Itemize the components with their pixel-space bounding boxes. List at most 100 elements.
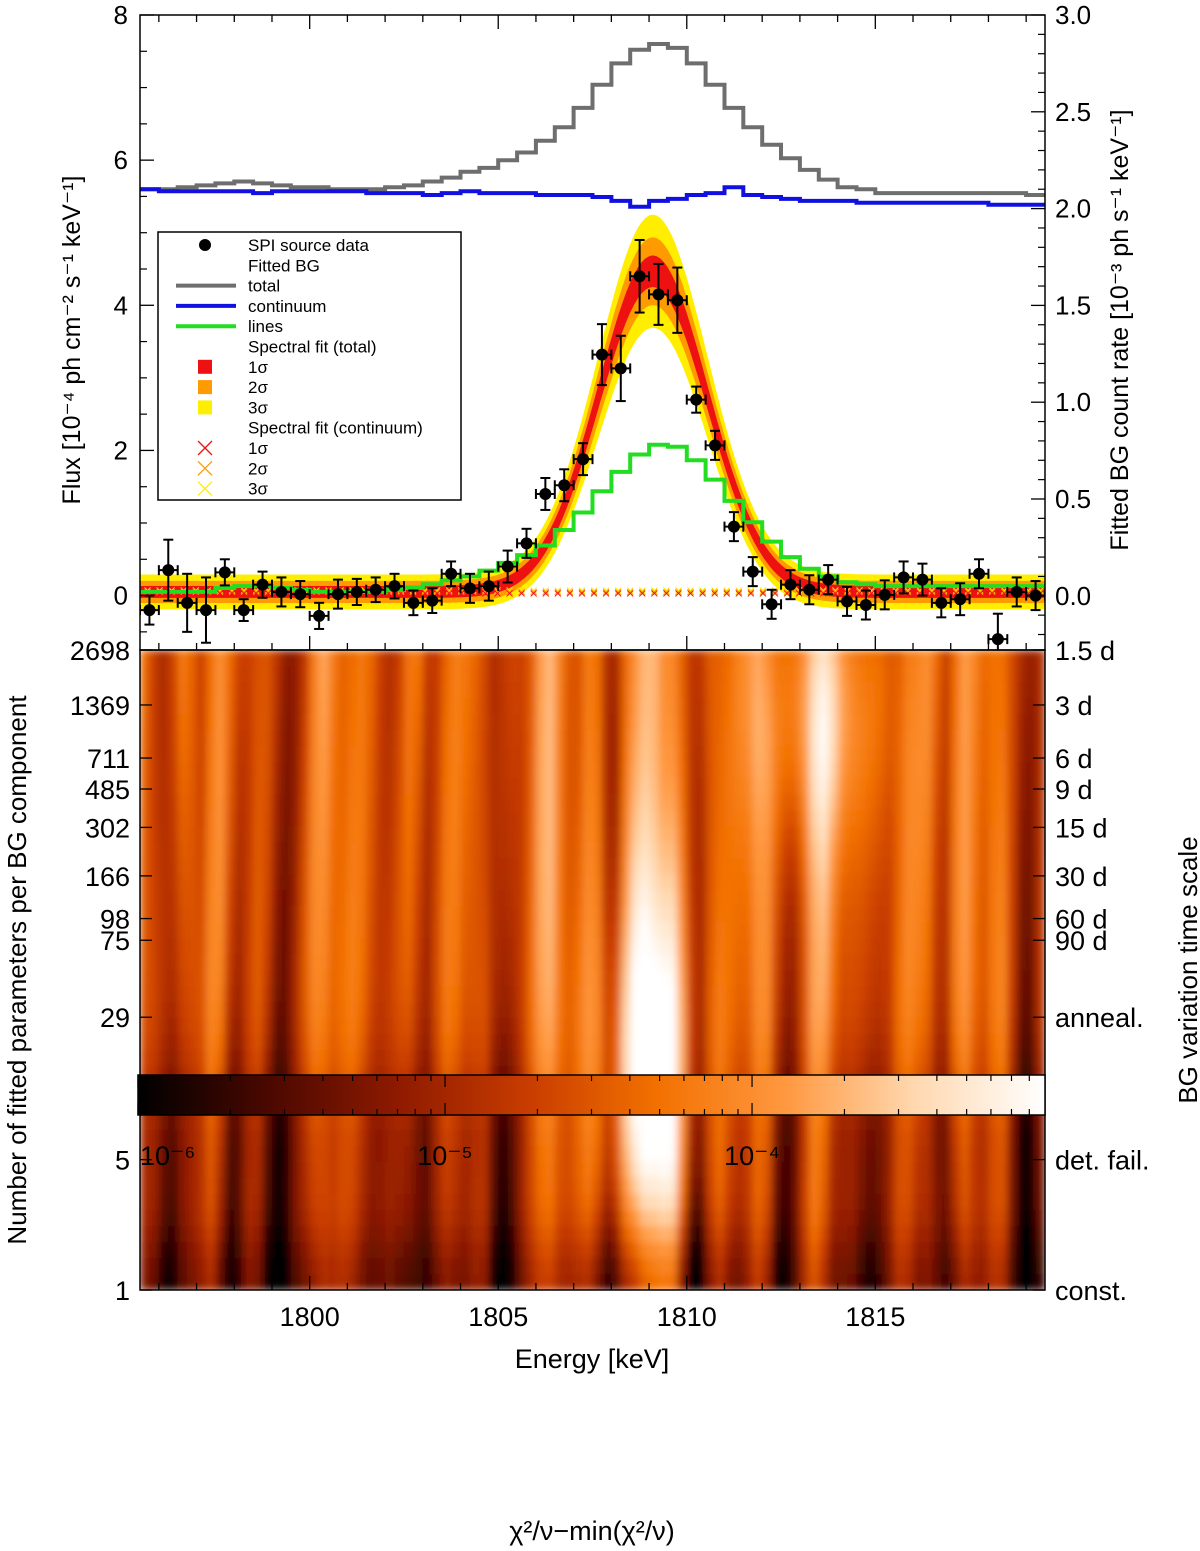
heatmap-cell — [1026, 714, 1037, 731]
heatmap-cell — [620, 1194, 631, 1211]
continuum-fit-cross — [264, 590, 272, 597]
heatmap-cell — [469, 762, 480, 779]
heatmap-cell — [913, 842, 924, 859]
heatmap-cell — [715, 890, 726, 907]
heatmap-cell — [837, 762, 848, 779]
heatmap-cell — [375, 1210, 386, 1227]
heatmap-cell — [592, 666, 603, 683]
heatmap-cell — [196, 682, 207, 699]
heatmap-cell — [469, 986, 480, 1003]
heatmap-cell — [781, 1018, 792, 1035]
heatmap-cell — [545, 746, 556, 763]
heatmap-cell — [752, 922, 763, 939]
heatmap-cell — [922, 1178, 933, 1195]
heatmap-cell — [828, 746, 839, 763]
heatmap-cell — [319, 890, 330, 907]
heatmap-cell — [168, 842, 179, 859]
heatmap-cell — [1007, 858, 1018, 875]
heatmap-cell — [375, 714, 386, 731]
continuum-fit-cross — [542, 588, 550, 596]
heatmap-cell — [300, 1050, 311, 1067]
heatmap-cell — [771, 986, 782, 1003]
heatmap-cell — [328, 922, 339, 939]
heatmap-cell — [837, 1178, 848, 1195]
heatmap-cell — [1016, 1210, 1027, 1227]
heatmap-cell — [451, 986, 462, 1003]
heatmap-cell — [837, 1050, 848, 1067]
heatmap-cell — [479, 986, 490, 1003]
heatmap-cell — [394, 954, 405, 971]
heatmap-cell — [979, 1050, 990, 1067]
heatmap-cell — [620, 794, 631, 811]
data-marker — [162, 564, 175, 577]
heatmap-cell — [583, 1162, 594, 1179]
heatmap-cell — [177, 954, 188, 971]
heatmap-cell — [432, 970, 443, 987]
heatmap-cell — [309, 1242, 320, 1259]
data-marker — [275, 585, 288, 598]
heatmap-cell — [771, 666, 782, 683]
heatmap-cell — [469, 1210, 480, 1227]
heatmap-cell — [488, 1274, 499, 1290]
heatmap-cell — [950, 826, 961, 843]
heatmap-cell — [234, 970, 245, 987]
heatmap-cell — [545, 1050, 556, 1067]
heatmap-cell — [507, 698, 518, 715]
heatmap-cell — [328, 858, 339, 875]
heatmap-cell — [545, 906, 556, 923]
continuum-fit-cross — [723, 590, 731, 597]
heatmap-cell — [300, 874, 311, 891]
heatmap-cell — [234, 778, 245, 795]
heatmap-cell — [979, 1114, 990, 1131]
heatmap-cell — [328, 1194, 339, 1211]
heatmap-cell — [177, 874, 188, 891]
continuum-fit-cross — [578, 588, 586, 596]
heatmap-cell — [620, 874, 631, 891]
heatmap-cell — [677, 1130, 688, 1147]
heatmap-cell — [564, 698, 575, 715]
heatmap-cell — [205, 1002, 217, 1019]
heatmap-cell — [781, 778, 792, 795]
continuum-fit-cross — [614, 588, 622, 596]
heatmap-cell — [215, 874, 226, 891]
heatmap-cell — [988, 762, 999, 779]
heatmap-cell — [1016, 1002, 1027, 1019]
heatmap-cell — [234, 746, 245, 763]
heatmap-cell — [290, 1002, 301, 1019]
heatmap-cell — [168, 1274, 179, 1290]
heatmap-cell — [168, 1050, 179, 1067]
heatmap-cell — [847, 650, 858, 667]
heatmap-cell — [988, 1130, 999, 1147]
heatmap-cell — [630, 1018, 641, 1035]
heatmap-cell — [554, 1050, 565, 1067]
heatmap-cell — [140, 666, 151, 683]
heatmap-cell — [658, 1050, 669, 1067]
heatmap-cell — [385, 1034, 396, 1051]
heatmap-cell — [366, 826, 377, 843]
heatmap-cell — [224, 682, 235, 699]
heatmap-cell — [818, 922, 829, 939]
heatmap-cell — [856, 922, 867, 939]
heatmap-cell — [215, 698, 226, 715]
heatmap-cell — [762, 1146, 773, 1163]
heatmap-cell — [950, 650, 961, 667]
legend-symbol-square — [198, 380, 212, 395]
heatmap-cell — [385, 858, 396, 875]
heatmap-cell — [460, 1258, 471, 1275]
heatmap-cell — [601, 1050, 612, 1067]
continuum-fit-cross — [650, 588, 658, 596]
heatmap-cell — [705, 906, 716, 923]
heatmap-cell — [140, 826, 151, 843]
heatmap-cell — [535, 1146, 546, 1163]
heatmap-cell — [479, 1162, 490, 1179]
heatmap-cell — [828, 1162, 839, 1179]
heatmap-cell — [196, 1226, 207, 1243]
heatmap-cell — [517, 858, 528, 875]
heatmap-cell — [149, 1018, 160, 1035]
heatmap-cell — [177, 826, 188, 843]
heatmap-cell — [790, 730, 801, 747]
heatmap-cell — [828, 714, 839, 731]
heatmap-cell — [140, 714, 151, 731]
energy-tick-label: 1805 — [468, 1302, 528, 1332]
heatmap-cell — [696, 810, 707, 827]
